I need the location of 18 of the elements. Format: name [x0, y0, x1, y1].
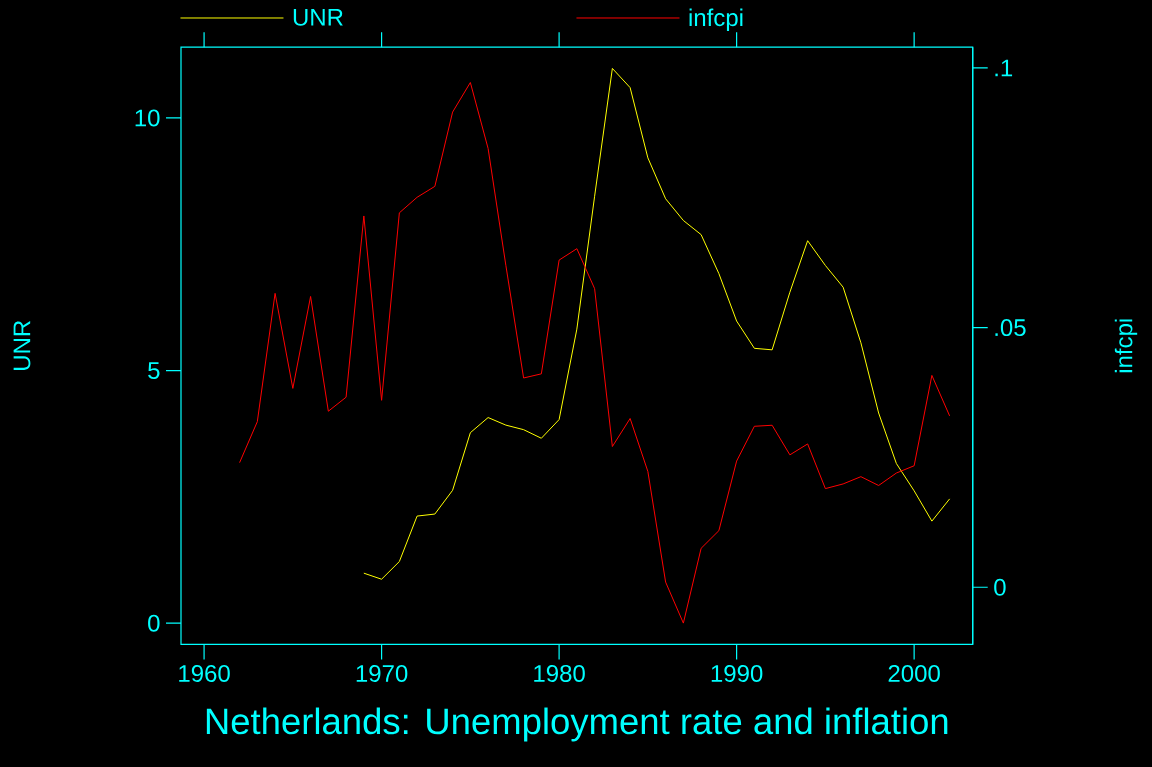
y-tick-label: 5: [148, 362, 160, 379]
y-axis-title: UNR: [13, 320, 31, 370]
line-series: [239, 82, 951, 624]
y-tick-label: 10: [135, 109, 160, 127]
y2-axis-title: infcpi: [1114, 319, 1138, 373]
legend-label: UNR: [293, 8, 343, 26]
text: Netherlands: Unemployment rate and inflation: [206, 707, 948, 742]
y2-tick-label: .1: [995, 59, 1013, 77]
y2-tick-label: 0: [994, 578, 1006, 596]
line-series: [363, 67, 951, 580]
legend-label: infcpi: [689, 8, 743, 31]
x-tick-label: 1980: [534, 664, 585, 682]
y2-tick-label: .05: [995, 319, 1026, 337]
y-tick-label: 0: [148, 614, 160, 632]
x-tick-label: 1970: [356, 664, 408, 682]
x-tick-label: 1990: [711, 664, 763, 682]
x-tick-label: 1960: [179, 664, 230, 682]
x-tick-label: 2000: [888, 664, 940, 682]
